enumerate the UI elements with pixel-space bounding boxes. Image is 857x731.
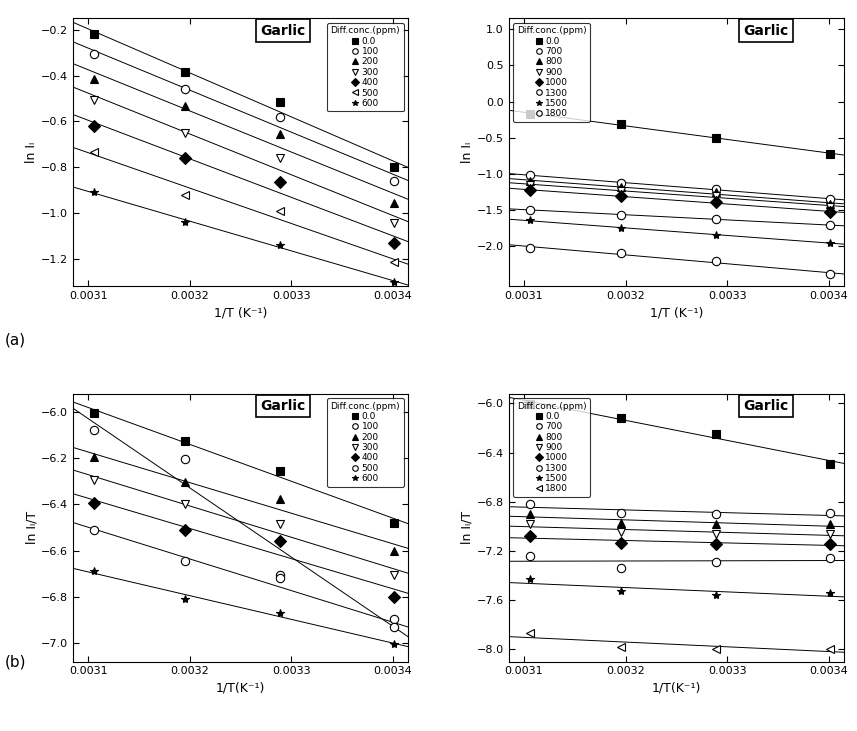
Legend: 0.0, 700, 800, 900, 1000, 1300, 1500, 1800: 0.0, 700, 800, 900, 1000, 1300, 1500, 18… (513, 398, 590, 497)
X-axis label: 1/T (K⁻¹): 1/T (K⁻¹) (650, 307, 703, 319)
Y-axis label: ln Iₗ/T: ln Iₗ/T (461, 511, 474, 544)
Text: Garlic: Garlic (261, 399, 306, 413)
Text: (b): (b) (4, 654, 26, 669)
Legend: 0.0, 100, 200, 300, 400, 500, 600: 0.0, 100, 200, 300, 400, 500, 600 (327, 23, 404, 112)
X-axis label: 1/T (K⁻¹): 1/T (K⁻¹) (214, 307, 267, 319)
Text: Garlic: Garlic (744, 399, 788, 413)
X-axis label: 1/T(K⁻¹): 1/T(K⁻¹) (216, 682, 265, 695)
Legend: 0.0, 100, 200, 300, 400, 500, 600: 0.0, 100, 200, 300, 400, 500, 600 (327, 398, 404, 487)
Y-axis label: ln Iₗ: ln Iₗ (461, 142, 474, 163)
Text: Garlic: Garlic (744, 23, 788, 37)
Y-axis label: ln Iₗ: ln Iₗ (25, 142, 38, 163)
X-axis label: 1/T(K⁻¹): 1/T(K⁻¹) (652, 682, 701, 695)
Text: (a): (a) (4, 333, 26, 347)
Text: Garlic: Garlic (261, 23, 306, 37)
Y-axis label: ln Iₗ/T: ln Iₗ/T (25, 511, 38, 544)
Legend: 0.0, 700, 800, 900, 1000, 1300, 1500, 1800: 0.0, 700, 800, 900, 1000, 1300, 1500, 18… (513, 23, 590, 122)
